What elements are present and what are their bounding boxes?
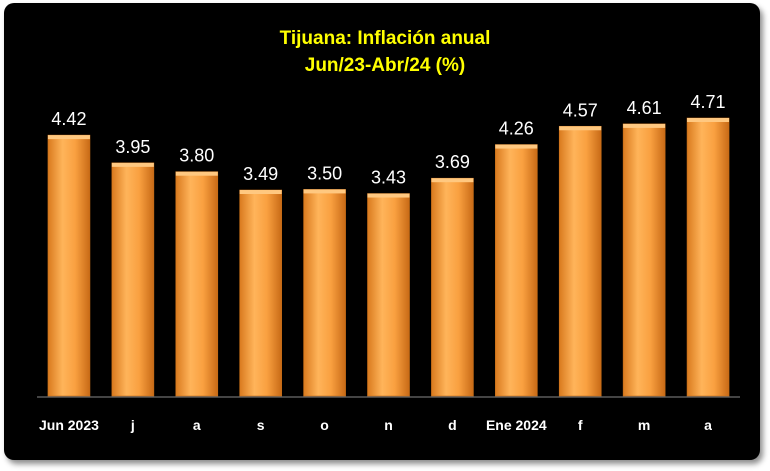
bar-6 <box>431 177 474 397</box>
bar-top-0 <box>47 135 90 140</box>
bar-3 <box>239 189 282 397</box>
bar-top-5 <box>367 193 410 198</box>
x-tick-label-9: m <box>638 417 650 433</box>
bar-5 <box>367 193 410 397</box>
value-label-0: 4.42 <box>51 109 86 129</box>
bar-1 <box>111 162 155 397</box>
bar-8 <box>558 125 602 397</box>
bar-top-6 <box>431 178 474 183</box>
x-tick-label-3: s <box>257 417 265 433</box>
bar-top-9 <box>623 123 666 128</box>
x-tick-label-1: j <box>130 417 135 433</box>
value-label-2: 3.80 <box>179 146 214 166</box>
value-label-1: 3.95 <box>115 137 150 157</box>
bar-top-2 <box>175 171 218 176</box>
chart-title: Tijuana: Inflación anual <box>280 28 491 49</box>
bar-top-3 <box>239 190 282 195</box>
x-tick-label-0: Jun 2023 <box>39 417 99 433</box>
bar-top-7 <box>495 144 538 149</box>
bar-top-10 <box>687 118 730 122</box>
bar-0 <box>47 134 91 397</box>
value-label-10: 4.71 <box>691 92 726 112</box>
value-label-6: 3.69 <box>435 152 470 172</box>
x-tick-label-2: a <box>193 417 201 433</box>
chart-subtitle: Jun/23-Abr/24 (%) <box>305 55 465 76</box>
bar-top-4 <box>303 189 346 194</box>
x-tick-label-5: n <box>384 417 393 433</box>
x-tick-label-8: f <box>578 417 583 433</box>
bar-top-1 <box>111 162 154 167</box>
x-tick-label-4: o <box>320 417 329 433</box>
value-label-5: 3.43 <box>371 168 406 188</box>
bar-top-8 <box>559 126 602 131</box>
value-label-3: 3.49 <box>243 164 278 184</box>
x-tick-label-7: Ene 2024 <box>486 417 547 433</box>
value-label-9: 4.61 <box>627 98 662 118</box>
value-label-8: 4.57 <box>563 100 598 120</box>
x-tick-label-10: a <box>704 417 712 433</box>
bar-2 <box>175 171 219 397</box>
bar-4 <box>303 189 346 397</box>
bar-10 <box>686 117 730 397</box>
value-label-7: 4.26 <box>499 119 534 139</box>
value-label-4: 3.50 <box>307 163 342 183</box>
bar-7 <box>495 144 538 397</box>
x-tick-label-6: d <box>448 417 457 433</box>
bar-9 <box>622 123 666 397</box>
